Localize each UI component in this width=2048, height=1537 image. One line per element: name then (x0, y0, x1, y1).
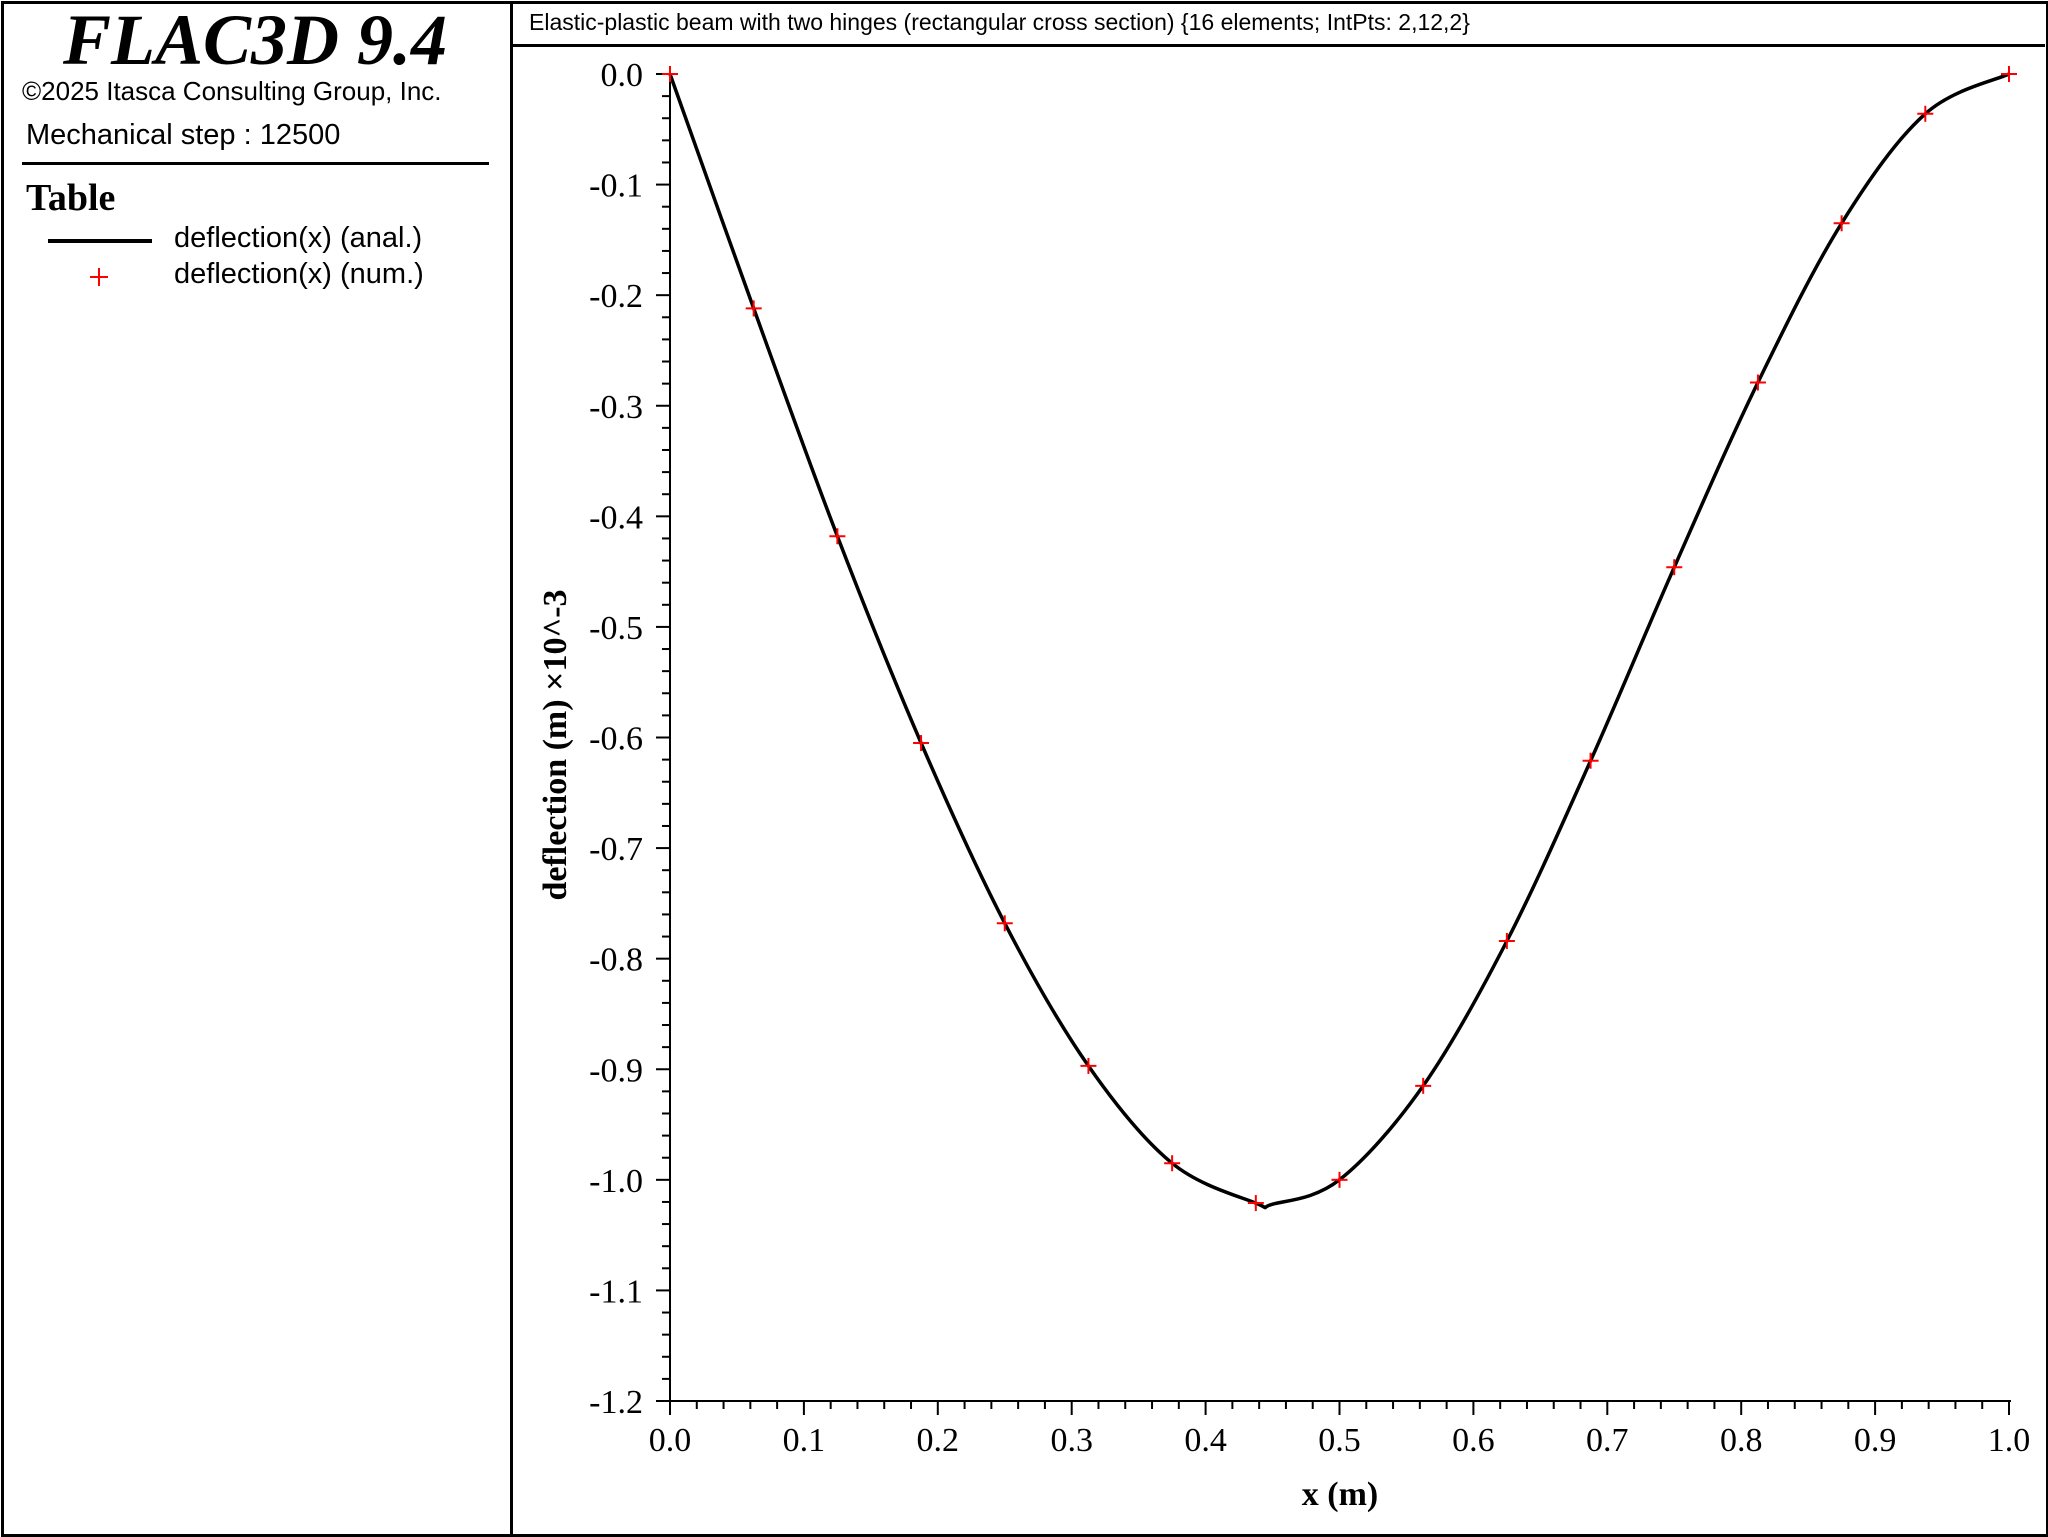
panel-divider (510, 1, 513, 1534)
series-1-point (1247, 1195, 1264, 1212)
x-tick-label: 0.1 (783, 1422, 826, 1459)
x-tick-label: 1.0 (1988, 1422, 2031, 1459)
header-divider (22, 162, 489, 165)
x-axis-title: x (m) (1302, 1476, 1378, 1513)
y-tick-label: -0.6 (589, 721, 643, 758)
y-tick-label: -0.7 (589, 831, 643, 868)
series-1-point (1331, 1171, 1348, 1188)
series-1-point (1666, 559, 1683, 576)
legend-label-analytical: deflection(x) (anal.) (174, 222, 423, 254)
x-tick-label: 0.5 (1318, 1422, 1361, 1459)
legend-line-swatch (48, 239, 152, 243)
series-1-point (1415, 1077, 1432, 1094)
app-title: FLAC3D 9.4 (62, 0, 448, 80)
x-tick-label: 0.2 (917, 1422, 960, 1459)
x-tick-label: 0.4 (1184, 1422, 1227, 1459)
series-1-point (1917, 105, 1934, 122)
y-tick-label: -1.2 (589, 1384, 643, 1421)
series-1-point (2001, 66, 2017, 82)
legend-title: Table (26, 177, 116, 219)
series-1-point (996, 915, 1013, 932)
y-tick-label: -0.1 (589, 168, 643, 205)
y-tick-label: -0.4 (589, 499, 643, 536)
y-tick-label: -0.8 (589, 942, 643, 979)
series-1-point (1582, 752, 1599, 769)
x-tick-label: 0.8 (1720, 1422, 1763, 1459)
x-tick-label: 0.7 (1586, 1422, 1629, 1459)
series-layer (662, 66, 2017, 1212)
y-tick-label: -0.5 (589, 610, 643, 647)
series-1-point (662, 66, 678, 82)
y-tick-label: -1.1 (589, 1273, 643, 1310)
copyright-text: ©2025 Itasca Consulting Group, Inc. (22, 76, 442, 106)
plot-title-bar: Elastic-plastic beam with two hinges (re… (513, 1, 2045, 47)
mechanical-step-label: Mechanical step : 12500 (26, 119, 341, 151)
x-tick-label: 0.9 (1854, 1422, 1897, 1459)
y-tick-label: -0.3 (589, 389, 643, 426)
x-axis-ticks: 0.0 0.1 0.2 0.3 0.4 0.5 0.6 0.7 0.8 0.9 1.0 (649, 1401, 2031, 1459)
series-1-point (829, 528, 846, 545)
series-1-point (745, 300, 762, 317)
series-1-point (1749, 374, 1766, 391)
series-0-line (668, 72, 2010, 1210)
x-tick-label: 0.3 (1050, 1422, 1093, 1459)
legend-plus-marker-icon (86, 262, 112, 292)
y-axis-title: deflection (m) ×10^-3 (537, 589, 574, 900)
x-tick-label: 0.0 (649, 1422, 692, 1459)
series-1-point (1164, 1155, 1181, 1172)
legend-label-numerical: deflection(x) (num.) (174, 258, 424, 290)
y-tick-label: -0.9 (589, 1052, 643, 1089)
series-1-point (1498, 932, 1515, 949)
x-tick-label: 0.6 (1452, 1422, 1495, 1459)
series-1-point (1833, 215, 1850, 232)
plot-title: Elastic-plastic beam with two hinges (re… (529, 9, 1470, 35)
y-tick-label: -0.2 (589, 278, 643, 315)
y-tick-label: -1.0 (589, 1163, 643, 1200)
y-axis-ticks: 0.0 -0.1 -0.2 -0.3 -0.4 -0.5 -0.6 -0.7 -0.8 -0.9 -… (589, 57, 670, 1421)
series-1-point (1080, 1057, 1097, 1074)
series-1-point (913, 735, 930, 752)
y-tick-label: 0.0 (601, 57, 644, 94)
axes (669, 72, 2011, 1402)
